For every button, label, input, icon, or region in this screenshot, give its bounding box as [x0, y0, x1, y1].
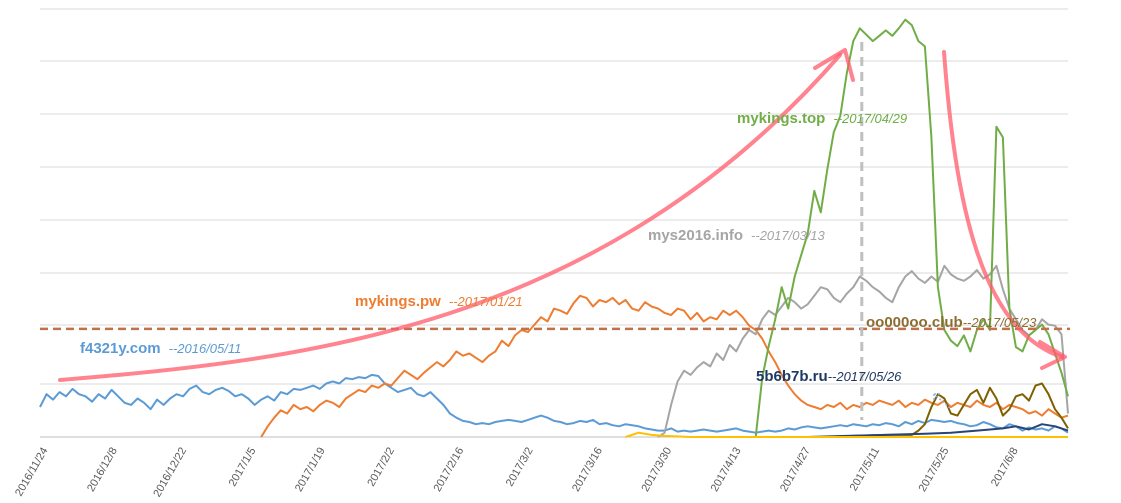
series-date: --2017/04/29: [833, 111, 907, 126]
small-pointer-arrow: [933, 393, 951, 409]
series-line: [820, 382, 1069, 438]
series-name: mys2016.info: [648, 227, 743, 244]
series-lines: [39, 18, 1069, 438]
x-tick-label: 2017/2/2: [365, 446, 397, 489]
series-date: --2017/05/26: [828, 369, 902, 384]
series-label: oo000oo.club--2017/05/23: [866, 314, 1037, 331]
x-tick-label: 2017/1/5: [227, 446, 259, 489]
trend-arrows: [58, 48, 1067, 409]
series-name: oo000oo.club: [866, 314, 963, 331]
series-label: f4321y.com --2016/05/11: [80, 340, 241, 357]
x-tick-label: 2017/5/25: [917, 446, 952, 494]
series-name: mykings.top: [737, 110, 825, 127]
series-labels: f4321y.com --2016/05/11 mykings.pw --2017/0…: [80, 110, 1037, 385]
series-label: mykings.pw --2017/01/21: [355, 293, 523, 310]
x-tick-label: 2016/11/24: [13, 446, 51, 499]
x-tick-label: 2017/2/16: [432, 446, 467, 494]
series-label: 5b6b7b.ru--2017/05/26: [756, 368, 902, 385]
series-name: mykings.pw: [355, 293, 441, 310]
series-label: mys2016.info --2017/03/13: [648, 227, 826, 244]
gridlines: [40, 8, 1068, 438]
x-tick-label: 2017/3/2: [504, 446, 536, 489]
x-tick-label: 2016/12/8: [85, 446, 120, 494]
falling-arrow-head: [1038, 340, 1067, 370]
series-line: [807, 423, 1069, 438]
falling-trend-arrow: [942, 50, 1064, 359]
series-line: [625, 431, 1068, 438]
x-tick-label: 2017/5/11: [848, 446, 882, 494]
series-date: --2017/01/21: [449, 294, 523, 309]
series-line: [39, 373, 1069, 434]
x-tick-label: 2017/6/8: [989, 445, 1021, 488]
x-tick-label: 2016/12/22: [151, 446, 189, 500]
rising-trend-arrow: [58, 53, 842, 382]
series-date: --2017/05/23: [963, 315, 1037, 330]
x-tick-label: 2017/1/19: [293, 446, 328, 494]
x-tick-label: 2017/4/27: [778, 446, 813, 494]
series-label: mykings.top --2017/04/29: [737, 110, 907, 127]
rising-arrow-head: [813, 48, 855, 82]
x-axis-ticks: 2016/11/24 2016/12/8 2016/12/22 2017/1/5 201…: [13, 445, 1021, 499]
series-name: f4321y.com: [80, 340, 161, 357]
series-name: 5b6b7b.ru: [756, 368, 828, 385]
x-tick-label: 2017/3/30: [639, 446, 674, 494]
x-tick-label: 2017/3/16: [570, 446, 605, 494]
series-line: [754, 18, 1069, 438]
x-tick-label: 2017/4/13: [709, 446, 744, 494]
series-date: --2016/05/11: [169, 341, 242, 356]
series-date: --2017/03/13: [751, 228, 825, 243]
series-line: [657, 264, 1069, 438]
